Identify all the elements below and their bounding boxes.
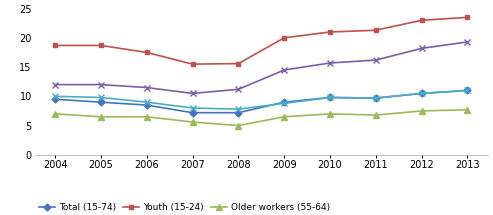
- Total (15-74): [52, 98, 58, 101]
- Total (15-74): [144, 104, 150, 106]
- Women: [281, 102, 287, 105]
- Women: [98, 96, 104, 99]
- Youth (15-24): [327, 31, 333, 33]
- Total (15-74): [281, 101, 287, 103]
- Older workers (55-64): [464, 109, 470, 111]
- Youth (15-24): [373, 29, 379, 32]
- Low-skilled (ISCED 0-2): [464, 41, 470, 43]
- Youth (15-24): [190, 63, 196, 65]
- Women: [373, 97, 379, 99]
- Older workers (55-64): [52, 113, 58, 115]
- Total (15-74): [373, 97, 379, 99]
- Youth (15-24): [98, 44, 104, 47]
- Older workers (55-64): [281, 115, 287, 118]
- Youth (15-24): [464, 16, 470, 19]
- Total (15-74): [419, 92, 424, 95]
- Women: [144, 101, 150, 103]
- Total (15-74): [190, 111, 196, 114]
- Total (15-74): [327, 96, 333, 99]
- Women: [327, 96, 333, 99]
- Line: Low-skilled (ISCED 0-2): Low-skilled (ISCED 0-2): [52, 38, 471, 97]
- Older workers (55-64): [144, 115, 150, 118]
- Youth (15-24): [144, 51, 150, 54]
- Low-skilled (ISCED 0-2): [236, 88, 242, 91]
- Low-skilled (ISCED 0-2): [419, 47, 424, 50]
- Low-skilled (ISCED 0-2): [190, 92, 196, 95]
- Line: Women: Women: [52, 87, 471, 113]
- Women: [52, 95, 58, 98]
- Total (15-74): [236, 111, 242, 114]
- Youth (15-24): [236, 62, 242, 65]
- Older workers (55-64): [373, 114, 379, 116]
- Line: Youth (15-24): Youth (15-24): [53, 15, 470, 67]
- Youth (15-24): [52, 44, 58, 47]
- Low-skilled (ISCED 0-2): [144, 86, 150, 89]
- Low-skilled (ISCED 0-2): [327, 62, 333, 64]
- Line: Total (15-74): Total (15-74): [53, 88, 470, 115]
- Older workers (55-64): [236, 124, 242, 127]
- Line: Older workers (55-64): Older workers (55-64): [52, 107, 470, 128]
- Women: [419, 92, 424, 95]
- Youth (15-24): [281, 37, 287, 39]
- Older workers (55-64): [98, 115, 104, 118]
- Low-skilled (ISCED 0-2): [281, 69, 287, 71]
- Low-skilled (ISCED 0-2): [52, 83, 58, 86]
- Low-skilled (ISCED 0-2): [98, 83, 104, 86]
- Women: [190, 107, 196, 109]
- Low-skilled (ISCED 0-2): [373, 59, 379, 61]
- Older workers (55-64): [419, 110, 424, 112]
- Youth (15-24): [419, 19, 424, 22]
- Total (15-74): [98, 101, 104, 103]
- Women: [464, 89, 470, 92]
- Older workers (55-64): [327, 113, 333, 115]
- Total (15-74): [464, 89, 470, 92]
- Older workers (55-64): [190, 121, 196, 123]
- Women: [236, 108, 242, 111]
